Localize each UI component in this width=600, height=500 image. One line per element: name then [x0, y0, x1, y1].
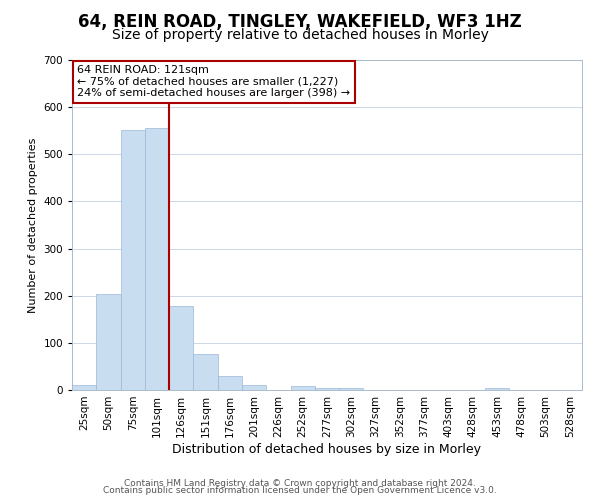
X-axis label: Distribution of detached houses by size in Morley: Distribution of detached houses by size … [173, 442, 482, 456]
Text: 64, REIN ROAD, TINGLEY, WAKEFIELD, WF3 1HZ: 64, REIN ROAD, TINGLEY, WAKEFIELD, WF3 1… [78, 12, 522, 30]
Y-axis label: Number of detached properties: Number of detached properties [28, 138, 38, 312]
Bar [242, 386, 266, 390]
Bar [315, 388, 339, 390]
Text: Size of property relative to detached houses in Morley: Size of property relative to detached ho… [112, 28, 488, 42]
Bar [169, 306, 193, 390]
Bar [121, 130, 145, 390]
Bar [96, 294, 121, 390]
Bar [72, 386, 96, 390]
Bar [218, 376, 242, 390]
Bar [145, 128, 169, 390]
Bar [193, 354, 218, 390]
Bar [485, 388, 509, 390]
Text: Contains public sector information licensed under the Open Government Licence v3: Contains public sector information licen… [103, 486, 497, 495]
Text: Contains HM Land Registry data © Crown copyright and database right 2024.: Contains HM Land Registry data © Crown c… [124, 478, 476, 488]
Bar [339, 388, 364, 390]
Bar [290, 386, 315, 390]
Text: 64 REIN ROAD: 121sqm
← 75% of detached houses are smaller (1,227)
24% of semi-de: 64 REIN ROAD: 121sqm ← 75% of detached h… [77, 65, 350, 98]
